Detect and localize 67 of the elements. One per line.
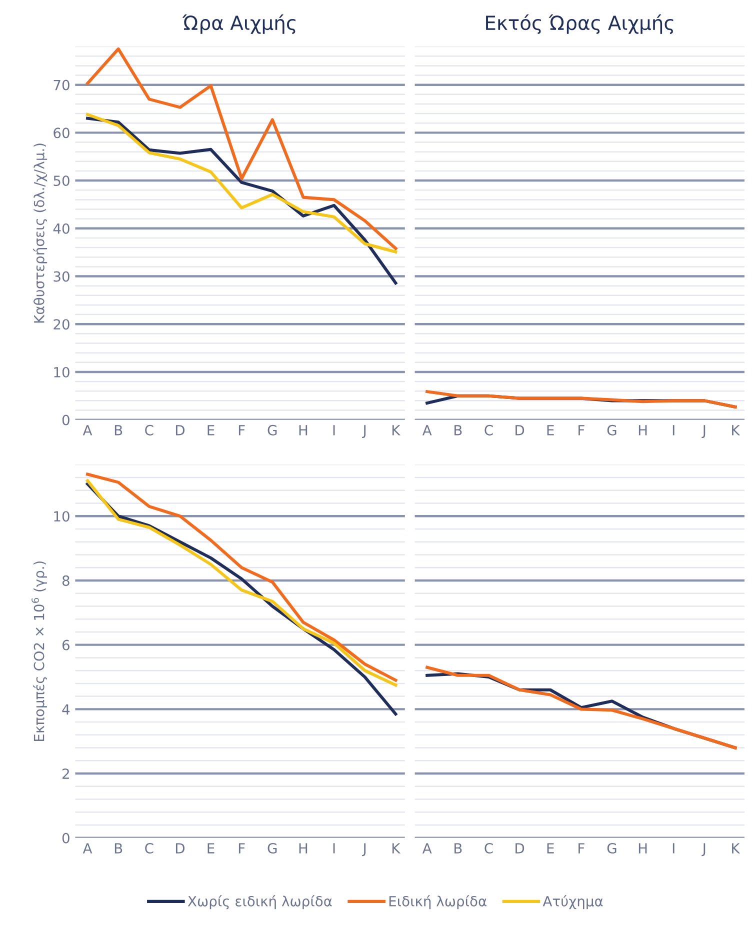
y-tick-label: 6: [62, 640, 70, 650]
x-tick-label: H: [638, 425, 647, 436]
x-tick-label: A: [82, 425, 92, 436]
x-tick-label: K: [732, 843, 740, 854]
x-tick-label: G: [268, 843, 277, 854]
x-tick-label: F: [578, 425, 584, 436]
legend-label: Χωρίς ειδική λωρίδα: [188, 895, 332, 910]
x-tick-label: K: [392, 843, 400, 854]
x-tick-label: K: [732, 425, 740, 436]
x-tick-label: D: [176, 425, 184, 436]
x-tick-label: I: [333, 843, 335, 854]
x-tick-label: F: [578, 843, 584, 854]
x-tick-label: K: [392, 425, 400, 436]
x-tick-label: D: [516, 425, 524, 436]
y-tick-label: 30: [54, 271, 70, 282]
x-tick-label: I: [672, 843, 674, 854]
y-tick-label: 70: [54, 80, 70, 90]
x-tick-label: B: [114, 425, 122, 436]
x-tick-label: G: [607, 424, 616, 436]
y-tick-label: 0: [62, 414, 70, 426]
y-tick-label: 10: [54, 511, 70, 522]
x-tick-label: D: [516, 843, 524, 854]
y-axis-title: Καθυστερήσεις (δλ./χ/λμ.): [33, 144, 48, 323]
x-tick-label: G: [607, 843, 616, 854]
y-tick-label: 0: [62, 832, 70, 844]
y-tick-label: 10: [54, 366, 70, 378]
x-tick-label: G: [268, 424, 277, 436]
x-tick-label: I: [672, 425, 674, 436]
y-axis-title: Εκπομπές CO2 × 10$^{6}$ (γρ.): [32, 561, 48, 742]
x-tick-label: B: [454, 843, 462, 854]
y-tick-label: 20: [54, 319, 70, 330]
y-tick-label: 60: [54, 128, 70, 138]
x-tick-label: A: [422, 843, 432, 854]
x-tick-label: B: [454, 425, 462, 436]
line-series: [86, 112, 398, 254]
y-tick-label: 50: [54, 176, 70, 186]
y-tick-label: 2: [62, 768, 69, 779]
x-tick-label: E: [208, 843, 214, 854]
x-tick-label: J: [362, 425, 366, 438]
x-tick-label: J: [702, 425, 706, 438]
x-tick-label: H: [638, 843, 647, 854]
x-tick-label: J: [702, 843, 706, 856]
y-tick-label: 8: [62, 575, 70, 586]
line-series: [86, 47, 398, 250]
chart-title: Ώρα Αιχμής: [182, 14, 296, 34]
x-tick-label: I: [333, 425, 335, 436]
x-tick-label: F: [238, 843, 245, 854]
x-tick-label: C: [484, 843, 493, 854]
x-tick-label: A: [82, 843, 92, 854]
x-tick-label: D: [176, 843, 184, 854]
legend-label: Ατύχημα: [542, 895, 603, 910]
x-tick-label: H: [299, 425, 308, 436]
y-tick-label: 40: [53, 223, 70, 234]
x-tick-label: C: [484, 424, 493, 436]
x-tick-label: C: [145, 843, 154, 854]
x-tick-label: E: [208, 425, 214, 436]
x-tick-label: E: [547, 843, 554, 854]
x-tick-label: E: [547, 425, 554, 436]
x-tick-label: C: [145, 424, 154, 436]
x-tick-label: J: [362, 843, 366, 856]
x-tick-label: B: [114, 843, 122, 854]
legend-label: Ειδική λωρίδα: [389, 895, 486, 910]
x-tick-label: A: [422, 425, 432, 436]
y-tick-label: 4: [62, 704, 70, 714]
x-tick-label: H: [299, 843, 308, 854]
chart-title: Εκτός Ώρας Αιχμής: [486, 14, 674, 34]
x-tick-label: F: [238, 425, 245, 436]
